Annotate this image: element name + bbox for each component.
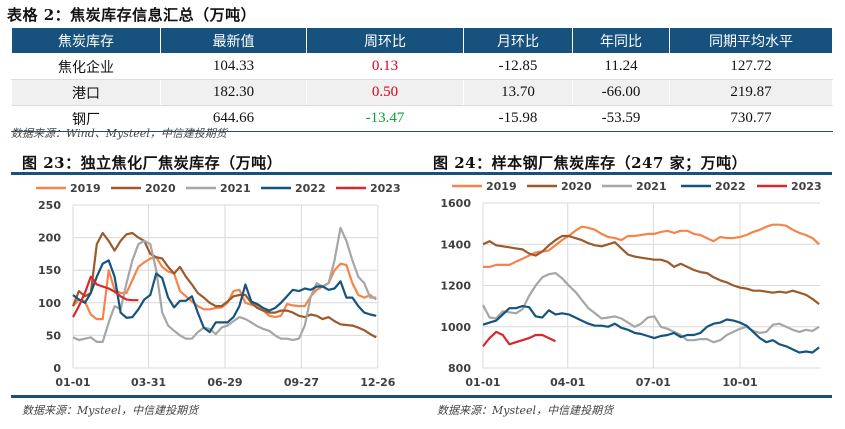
series-line-2020 <box>71 231 377 339</box>
coke-inventory-table: 焦炭库存 最新值 周环比 月环比 年同比 同期平均水平 焦化企业 104.33 … <box>11 27 833 132</box>
table-title: 表格 2：焦炭库存信息汇总（万吨） <box>7 6 257 24</box>
y-tick-label: 1600 <box>440 197 471 210</box>
cell-wow: -13.47 <box>306 105 464 132</box>
legend-label-2023: 2023 <box>370 182 401 195</box>
column-header: 周环比 <box>306 27 464 54</box>
legend-label-2022: 2022 <box>715 180 746 193</box>
divider <box>11 172 420 175</box>
cell-avg: 219.87 <box>669 79 833 106</box>
y-tick-label: 50 <box>46 329 62 342</box>
cell-wow: 0.13 <box>306 53 464 80</box>
table-source: 数据来源：Wind、Mysteel，中信建投期货 <box>11 127 227 140</box>
y-tick-label: 150 <box>38 264 61 277</box>
divider <box>420 172 832 175</box>
series-line-2022 <box>482 305 820 354</box>
cell-avg: 730.77 <box>669 105 833 132</box>
y-tick-label: 1000 <box>440 321 471 334</box>
x-tick-label: 09-27 <box>284 376 319 389</box>
table-row: 钢厂 644.66 -13.47 -15.98 -53.59 730.77 <box>11 105 833 132</box>
divider <box>11 395 420 398</box>
x-tick-label: 04-01 <box>550 376 585 389</box>
row-label: 港口 <box>11 79 161 106</box>
legend-label-2023: 2023 <box>791 180 822 193</box>
legend-label-2020: 2020 <box>145 182 176 195</box>
cell-latest: 644.66 <box>160 105 307 132</box>
x-tick-label: 12-26 <box>360 376 396 389</box>
x-tick-label: 10-01 <box>722 376 757 389</box>
y-tick-label: 200 <box>38 232 61 245</box>
series-line-2021 <box>72 226 377 343</box>
column-header: 年同比 <box>572 27 670 54</box>
table-header-row: 焦炭库存 最新值 周环比 月环比 年同比 同期平均水平 <box>11 27 833 54</box>
y-tick-label: 0 <box>53 362 61 375</box>
chart-23-title: 图 23：独立焦化厂焦炭库存（万吨） <box>22 154 283 172</box>
series-line-2021 <box>482 272 820 344</box>
y-tick-label: 800 <box>448 362 471 375</box>
legend-label-2019: 2019 <box>70 182 101 195</box>
legend-label-2021: 2021 <box>220 182 251 195</box>
chart-24-title: 图 24：样本钢厂焦炭库存（247 家；万吨） <box>433 154 748 172</box>
cell-yoy: -53.59 <box>572 105 670 132</box>
series-line-2022 <box>72 259 377 334</box>
y-tick-label: 1200 <box>440 280 471 293</box>
legend-label-2021: 2021 <box>636 180 667 193</box>
table-row: 港口 182.30 0.50 13.70 -66.00 219.87 <box>11 79 833 106</box>
cell-latest: 104.33 <box>160 53 307 80</box>
divider <box>420 395 832 398</box>
x-tick-label: 06-29 <box>207 376 242 389</box>
x-tick-label: 01-01 <box>465 376 500 389</box>
legend-label-2020: 2020 <box>561 180 592 193</box>
series-line-2019 <box>483 223 820 268</box>
x-tick-label: 07-01 <box>636 376 671 389</box>
series-line-2023 <box>72 275 139 318</box>
series-line-2020 <box>482 234 820 305</box>
x-tick-label: 03-31 <box>131 376 166 389</box>
chart-23-source: 数据来源：Mysteel，中信建投期货 <box>22 404 199 417</box>
row-label: 钢厂 <box>11 105 161 132</box>
column-header: 最新值 <box>160 27 307 54</box>
series-line-2023 <box>482 330 556 347</box>
cell-yoy: 11.24 <box>572 53 670 80</box>
row-label: 焦化企业 <box>11 53 161 80</box>
legend-label-2019: 2019 <box>486 180 517 193</box>
y-tick-label: 1400 <box>440 238 471 251</box>
legend-label-2022: 2022 <box>295 182 326 195</box>
y-tick-label: 250 <box>38 199 61 212</box>
x-tick-label: 01-01 <box>55 376 90 389</box>
cell-mom: -15.98 <box>463 105 573 132</box>
y-tick-label: 100 <box>38 297 61 310</box>
chart-24-source: 数据来源：Mysteel，中信建投期货 <box>437 404 614 417</box>
